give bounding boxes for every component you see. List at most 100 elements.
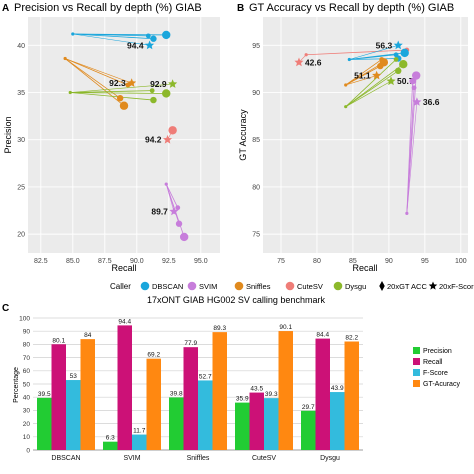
b-connector-line	[406, 81, 414, 214]
c-category-label: SVIM	[123, 455, 140, 462]
c-category-label: Dysgu	[320, 455, 340, 462]
c-bar-value-label: 80.1	[52, 337, 65, 344]
c-bar-value-label: 84	[84, 332, 92, 339]
a-connector-line	[72, 33, 154, 40]
b-connector-line	[345, 80, 392, 107]
legend-label: DBSCAN	[152, 282, 183, 291]
a-xtick-label: 82.5	[34, 258, 48, 265]
b-star-label: 50.7	[397, 76, 414, 86]
panel-b-plot-area	[263, 17, 468, 253]
a-connector-line	[72, 33, 150, 46]
a-point-svim	[179, 232, 189, 242]
c-legend-swatch	[413, 380, 420, 387]
c-ytick-label: 30	[23, 408, 31, 415]
a-connector-line	[165, 183, 179, 208]
a-point-dysgu	[68, 90, 72, 95]
a-point-svim	[175, 220, 183, 227]
c-bar-gt-acuracy	[80, 339, 95, 450]
a-connector-line	[70, 92, 154, 101]
b-point-dysgu	[399, 59, 408, 69]
c-bar-value-label: 94.4	[118, 318, 131, 325]
b-connector-line	[306, 49, 407, 56]
c-bar-value-label: 35.9	[236, 396, 249, 403]
c-bar-gt-acuracy	[278, 331, 293, 450]
b-point-cutesv	[304, 53, 308, 57]
c-bar-gt-acuracy	[344, 341, 359, 450]
b-connector-line	[345, 63, 404, 108]
b-ytick-label: 85	[252, 137, 260, 144]
panel-b-title: GT Accuracy vs Recall by depth (%) GIAB	[249, 2, 454, 14]
b-star-sniffles	[372, 70, 382, 80]
b-star-label: 56.3	[376, 40, 393, 50]
c-ytick-label: 50	[23, 381, 31, 388]
c-bar-value-label: 77.9	[184, 340, 197, 347]
c-bar-recall	[249, 392, 264, 450]
c-bar-value-label: 39.3	[265, 391, 278, 398]
c-legend-swatch	[413, 358, 420, 365]
a-connector-line	[70, 83, 173, 93]
c-ytick-label: 70	[23, 355, 31, 362]
legend-swatch-sniffles	[234, 281, 244, 291]
c-category-label: DBSCAN	[51, 455, 80, 462]
b-point-svim	[405, 211, 409, 215]
c-bar-recall	[183, 347, 198, 450]
c-bar-f-score	[66, 380, 81, 450]
a-connector-line	[72, 33, 167, 36]
c-bar-precision	[103, 441, 118, 450]
b-connector-line	[345, 59, 382, 86]
a-point-dbscan	[162, 30, 171, 40]
b-xtick-label: 100	[455, 258, 467, 265]
panel-a-letter: A	[2, 3, 9, 14]
legend-swatch-dbscan	[140, 281, 150, 291]
c-ytick-label: 20	[23, 421, 31, 428]
a-ytick-label: 25	[17, 184, 25, 191]
b-ytick-label: 95	[252, 43, 260, 50]
c-bar-gt-acuracy	[146, 358, 161, 450]
c-bar-value-label: 82.2	[345, 334, 358, 341]
b-point-svim	[411, 85, 417, 91]
b-xtick-label: 80	[313, 258, 321, 265]
a-point-dbscan	[150, 35, 157, 42]
c-bar-value-label: 90.1	[279, 324, 292, 331]
legend-swatch-svim	[187, 281, 197, 291]
b-point-svim	[412, 71, 421, 80]
panel-b-xlabel: Recall	[352, 263, 377, 273]
c-bar-value-label: 69.2	[147, 352, 160, 359]
c-legend-label: GT-Acuracy	[423, 381, 460, 388]
c-legend-swatch	[413, 347, 420, 354]
c-legend-label: Recall	[423, 359, 443, 366]
c-bar-recall	[51, 344, 66, 450]
b-point-dysgu	[393, 57, 399, 62]
c-bar-f-score	[132, 434, 147, 450]
legend-swatch-cutesv	[285, 281, 295, 291]
legend-star-icon	[428, 281, 438, 290]
a-star-dysgu	[168, 79, 178, 88]
a-star-dbscan	[145, 40, 155, 50]
panel-b: B GT Accuracy vs Recall by depth (%) GIA…	[237, 2, 468, 273]
legend-marker-label: 20xF-Score	[439, 282, 474, 291]
c-bar-value-label: 43.9	[331, 385, 344, 392]
b-xtick-label: 75	[277, 258, 285, 265]
panel-a-ylabel: Precision	[3, 116, 13, 153]
a-star-label: 92.3	[109, 78, 126, 88]
a-point-sniffles	[63, 56, 67, 61]
a-ytick-label: 20	[17, 232, 25, 239]
a-star-label: 94.4	[127, 40, 144, 50]
b-connector-line	[406, 101, 418, 214]
a-point-sniffles	[119, 101, 129, 110]
legend-label: Dysgu	[345, 282, 366, 291]
a-star-svim	[169, 206, 179, 216]
b-star-cutesv	[294, 57, 304, 67]
panel-c: C 17xONT GIAB HG002 SV calling benchmark…	[2, 295, 460, 462]
c-ytick-label: 0	[26, 447, 30, 454]
panel-a-title: Precision vs Recall by depth (%) GIAB	[14, 2, 202, 14]
a-point-sniffles	[125, 82, 131, 88]
c-category-label: Sniffles	[187, 455, 210, 462]
c-bar-value-label: 84.4	[316, 332, 329, 339]
a-xtick-label: 87.5	[98, 258, 112, 265]
a-point-svim	[175, 205, 181, 211]
c-bar-f-score	[198, 380, 213, 450]
c-bar-value-label: 6.3	[106, 435, 115, 442]
b-connector-line	[406, 75, 417, 214]
c-category-label: CuteSV	[252, 455, 276, 462]
